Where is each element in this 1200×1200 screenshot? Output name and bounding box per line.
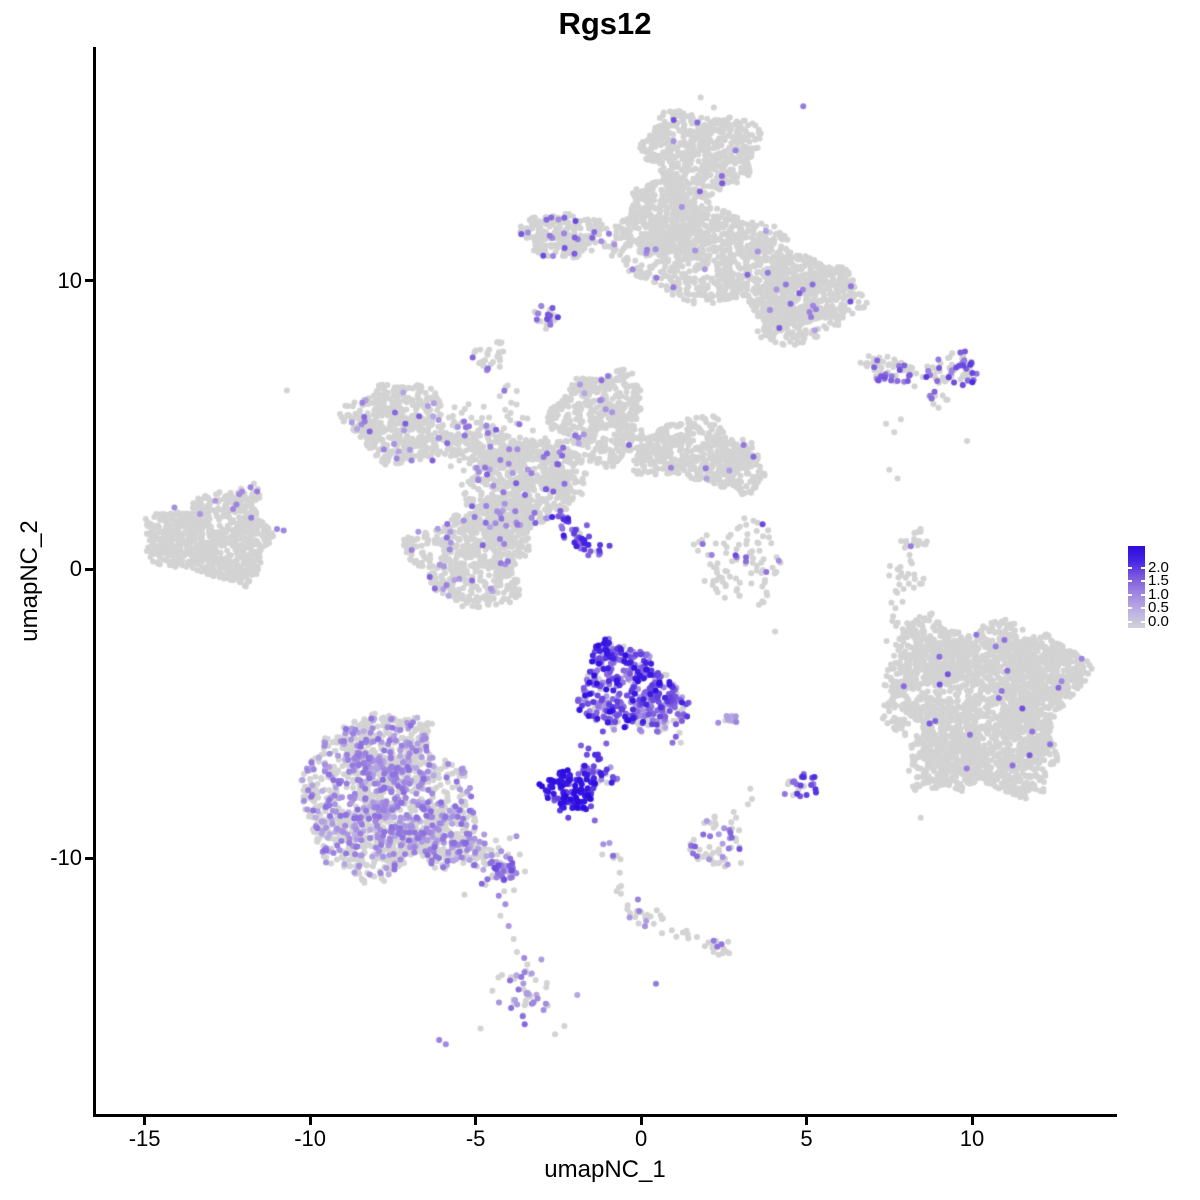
- legend-tick-mark: [1128, 566, 1132, 569]
- legend-tick-mark: [1141, 580, 1145, 582]
- legend-tick-mark: [1141, 566, 1145, 569]
- x-axis-line: [93, 1114, 1117, 1117]
- x-tick-label: 5: [800, 1126, 813, 1151]
- y-tick-mark: [85, 567, 93, 571]
- y-tick-mark: [85, 279, 93, 283]
- legend-tick-label: 1.0: [1148, 585, 1169, 603]
- legend-tick-mark: [1128, 580, 1132, 582]
- x-tick-mark: [308, 1117, 312, 1125]
- legend-tick-label: 2.0: [1148, 558, 1169, 576]
- y-tick-label: -10: [50, 845, 82, 871]
- legend-tick-mark: [1141, 607, 1145, 609]
- legend-tick-mark: [1128, 607, 1132, 609]
- x-axis-title: umapNC_1: [544, 1156, 666, 1183]
- x-tick-label: 10: [959, 1126, 985, 1151]
- y-tick-label: 0: [69, 556, 82, 582]
- legend-tick-mark: [1128, 593, 1132, 596]
- y-tick-mark: [85, 856, 93, 860]
- legend-tick-label: 1.5: [1148, 572, 1169, 589]
- x-tick-mark: [143, 1117, 147, 1125]
- legend-tick-mark: [1128, 620, 1132, 623]
- legend-tick-label: 0.5: [1148, 599, 1169, 616]
- legend-tick-mark: [1141, 593, 1145, 596]
- y-tick-label: 10: [57, 267, 82, 293]
- x-tick-label: -5: [465, 1126, 486, 1151]
- x-tick-label: -15: [128, 1126, 161, 1151]
- x-tick-label: -10: [294, 1126, 326, 1151]
- legend: 2.0 1.5 1.0 0.5 0.0: [1128, 546, 1200, 636]
- legend-tick-mark: [1141, 620, 1145, 623]
- y-axis-line: [93, 47, 96, 1117]
- legend-tick-label: 0.0: [1148, 612, 1169, 630]
- x-tick-mark: [970, 1117, 974, 1125]
- x-tick-mark: [805, 1117, 809, 1125]
- x-tick-mark: [639, 1117, 643, 1125]
- x-tick-label: 0: [634, 1126, 648, 1151]
- y-axis-title: umapNC_2: [16, 520, 43, 642]
- legend-colorbar: [1128, 546, 1145, 628]
- x-tick-mark: [474, 1117, 478, 1125]
